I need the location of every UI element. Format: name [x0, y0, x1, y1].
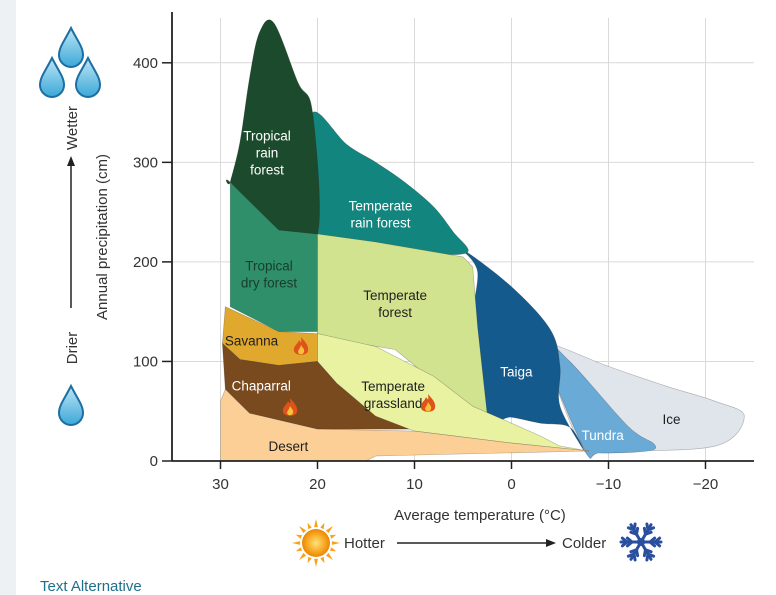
hotter-colder-arrow	[397, 539, 556, 547]
label-tropical-rain-forest: Tropical rain forest	[243, 128, 291, 177]
x-tick-label: −10	[596, 476, 621, 493]
water-drop-icon	[57, 383, 85, 427]
water-drop-icon	[74, 55, 102, 99]
drier-label: Drier	[64, 332, 81, 365]
y-tick-label: 0	[150, 453, 158, 470]
water-drop-icon	[57, 25, 85, 69]
region-temperate-rain-forest	[306, 111, 469, 255]
x-tick-label: 10	[406, 476, 423, 493]
label-temperate-forest: Temperate forest	[363, 288, 427, 320]
biome-regions	[220, 19, 745, 462]
label-temperate-rain-forest: Temperate rain forest	[349, 199, 413, 231]
water-drop-icon	[38, 55, 66, 99]
left-gray-strip	[0, 0, 16, 595]
region-temperate-grassland	[317, 333, 590, 452]
sun-icon	[292, 519, 340, 567]
label-tropical-dry-forest: Tropical dry forest	[241, 258, 298, 290]
text-alternative-link[interactable]: Text Alternative	[40, 578, 142, 595]
colder-label: Colder	[562, 535, 606, 552]
fire-icon	[282, 398, 298, 416]
fire-icon	[293, 337, 309, 355]
drier-wetter-arrow	[67, 156, 75, 308]
x-tick-label: 30	[212, 476, 229, 493]
snowflake-icon	[619, 522, 663, 562]
label-desert: Desert	[269, 439, 309, 454]
wetter-label: Wetter	[64, 106, 81, 150]
label-savanna: Savanna	[225, 334, 279, 349]
x-tick-label: 20	[309, 476, 326, 493]
y-tick-label: 100	[133, 353, 158, 370]
region-temperate-forest	[278, 229, 507, 422]
y-tick-label: 300	[133, 154, 158, 171]
region-desert	[220, 388, 590, 462]
fire-icon	[420, 394, 436, 412]
label-chaparral: Chaparral	[232, 378, 291, 393]
label-taiga: Taiga	[500, 364, 533, 379]
x-tick-label: 0	[507, 476, 515, 493]
y-axis-title: Annual precipitation (cm)	[94, 154, 111, 320]
label-ice: Ice	[663, 412, 681, 427]
label-temperate-grassland: Temperate grassland	[361, 379, 425, 411]
biome-labels: Ice Tundra Taiga Temperate rain forest Tropic…	[225, 128, 681, 454]
x-axis-title: Average temperature (°C)	[394, 507, 566, 524]
label-tundra: Tundra	[582, 428, 625, 443]
y-tick-label: 400	[133, 55, 158, 72]
y-tick-label: 200	[133, 254, 158, 271]
x-tick-label: −20	[693, 476, 718, 493]
hotter-label: Hotter	[344, 535, 385, 552]
region-tundra	[540, 336, 657, 459]
